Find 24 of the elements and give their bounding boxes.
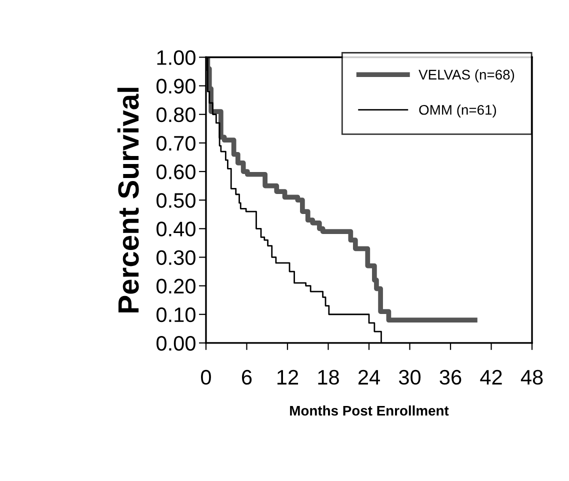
y-tick-label: 0.20 — [156, 278, 196, 294]
x-tick-label: 0 — [201, 370, 211, 385]
legend-label: OMM (n=61) — [419, 104, 496, 118]
y-tick-label: 1.00 — [157, 50, 196, 65]
y-tick-label: 0.10 — [156, 307, 196, 322]
x-tick-label: 48 — [520, 370, 543, 385]
y-tick-label: 0.80 — [156, 107, 196, 122]
x-tick-label: 6 — [242, 370, 252, 385]
y-tick-label: 0.60 — [156, 164, 196, 180]
x-tick-label: 18 — [318, 370, 339, 385]
y-axis-title: Percent Survival — [117, 88, 139, 312]
x-tick-label: 42 — [480, 370, 502, 384]
x-tick-label: 24 — [358, 370, 380, 384]
y-tick-label: 0.90 — [156, 78, 196, 94]
y-tick-label: 0.70 — [156, 136, 196, 151]
x-tick-label: 30 — [398, 370, 421, 385]
x-axis-title: Months Post Enrollment — [290, 405, 449, 416]
y-tick-label: 0.30 — [156, 250, 196, 265]
y-tick-label: 0.40 — [156, 222, 196, 236]
legend-label: VELVAS (n=68) — [418, 69, 514, 82]
y-tick-label: 0.50 — [156, 193, 196, 208]
x-tick-label: 36 — [440, 370, 462, 385]
y-tick-label: 0.00 — [156, 336, 196, 351]
x-tick-label: 12 — [277, 370, 298, 384]
